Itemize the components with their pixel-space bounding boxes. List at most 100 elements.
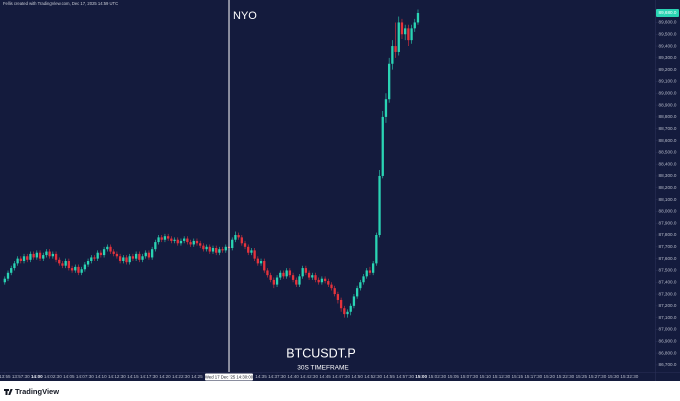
candle-body — [362, 276, 365, 283]
y-tick-label: 87,900.0 — [659, 220, 677, 225]
y-tick-label: 88,200.0 — [659, 185, 677, 190]
x-tick-label: 15:25 — [576, 374, 588, 379]
y-tick-label: 89,200.0 — [659, 67, 677, 72]
candle-body — [368, 270, 372, 273]
candle-body — [26, 256, 29, 260]
candle-body — [144, 252, 147, 257]
y-tick-label: 88,100.0 — [659, 197, 677, 202]
x-tick-label: 15:15 — [512, 374, 524, 379]
candle-body — [359, 282, 362, 289]
candle-body — [391, 46, 394, 64]
candle-body — [314, 275, 317, 280]
candle-body — [279, 272, 282, 278]
candle-body — [13, 263, 16, 269]
x-tick-label: 14:00 — [31, 374, 43, 379]
candle-body — [134, 253, 138, 259]
candle-body — [234, 235, 237, 240]
logo-text: TradingView — [15, 387, 59, 396]
candle-body — [266, 270, 269, 276]
candle-body — [173, 239, 176, 241]
candle-body — [237, 235, 240, 238]
candle-body — [365, 270, 368, 277]
candle-body — [323, 278, 327, 282]
candle-body — [272, 279, 276, 285]
logo-icon — [4, 389, 13, 395]
x-tick-label: 15:27:30 — [588, 374, 606, 379]
candle-body — [61, 263, 64, 266]
candle-body — [336, 294, 340, 300]
candle-body — [307, 272, 311, 278]
y-tick-label: 88,500.0 — [659, 150, 677, 155]
x-tick-label: 14:15 — [127, 374, 139, 379]
candle-body — [141, 256, 144, 260]
candle-body — [339, 299, 343, 309]
candle-body — [291, 275, 295, 280]
candle-body — [375, 235, 378, 264]
candle-body — [90, 257, 93, 261]
candle-body — [106, 246, 109, 250]
y-tick-label: 87,500.0 — [659, 268, 677, 273]
plot-area — [3, 0, 420, 372]
header-text: Fellis created with TradingView.com, Dec… — [3, 1, 118, 6]
candle-body — [195, 240, 199, 244]
x-tick-label: 14:05 — [63, 374, 75, 379]
candle-body — [170, 238, 173, 241]
candle-body — [288, 270, 292, 276]
y-tick-label: 87,300.0 — [659, 291, 677, 296]
candle-body — [330, 284, 333, 289]
x-tick-label: 14:22:30 — [172, 374, 190, 379]
candle-body — [96, 252, 99, 259]
candle-body — [282, 272, 285, 277]
footer-bar — [0, 381, 680, 401]
candle-body — [311, 275, 314, 278]
candle-body — [99, 252, 103, 256]
candle-body — [58, 259, 61, 264]
candle-body — [183, 238, 186, 241]
candle-body — [202, 245, 205, 250]
candle-body — [275, 277, 279, 285]
candle-body — [378, 175, 381, 236]
candle-body — [410, 28, 413, 41]
y-tick-label: 88,800.0 — [659, 114, 677, 119]
x-tick-label: 15:12:30 — [492, 374, 510, 379]
candle-body — [3, 278, 6, 283]
y-tick-label: 87,800.0 — [659, 232, 677, 237]
candle-body — [301, 268, 304, 277]
candle-body — [394, 46, 397, 52]
candle-body — [32, 253, 35, 258]
candle-body — [211, 248, 215, 252]
chart-background — [0, 0, 680, 381]
last-price-badge — [656, 8, 679, 17]
candle-body — [224, 246, 227, 251]
candle-body — [67, 260, 71, 269]
x-tick-label: 14:42:30 — [300, 374, 318, 379]
candle-body — [400, 22, 404, 35]
x-tick-label: 13:55 — [0, 374, 11, 379]
y-tick-label: 86,800.0 — [659, 350, 677, 355]
candle-body — [298, 276, 301, 285]
candle-body — [192, 240, 195, 245]
candle-body — [205, 246, 208, 250]
x-tick-label: 14:17:30 — [140, 374, 158, 379]
candle-body — [285, 270, 288, 277]
candle-body — [384, 99, 388, 117]
x-tick-label: 14:02:30 — [44, 374, 62, 379]
x-tick-label: 15:02:30 — [428, 374, 446, 379]
candle-body — [77, 266, 80, 273]
candle-body — [83, 264, 87, 270]
candle-body — [163, 236, 167, 240]
x-tick-label: 14:55 — [383, 374, 395, 379]
candle-body — [208, 246, 211, 252]
timeframe-label: 30S TIMEFRAME — [297, 365, 349, 372]
candle-body — [86, 260, 90, 265]
x-tick-label: 14:40 — [287, 374, 299, 379]
candle-body — [343, 308, 346, 315]
last-price-label: 89,680.0 — [659, 10, 677, 15]
candle-body — [215, 248, 218, 253]
candle-body — [54, 253, 58, 260]
candle-body — [349, 305, 352, 312]
y-tick-label: 87,000.0 — [659, 327, 677, 332]
candle-body — [240, 237, 243, 244]
tradingview-logo: TradingView — [4, 387, 59, 396]
candle-body — [355, 288, 359, 297]
